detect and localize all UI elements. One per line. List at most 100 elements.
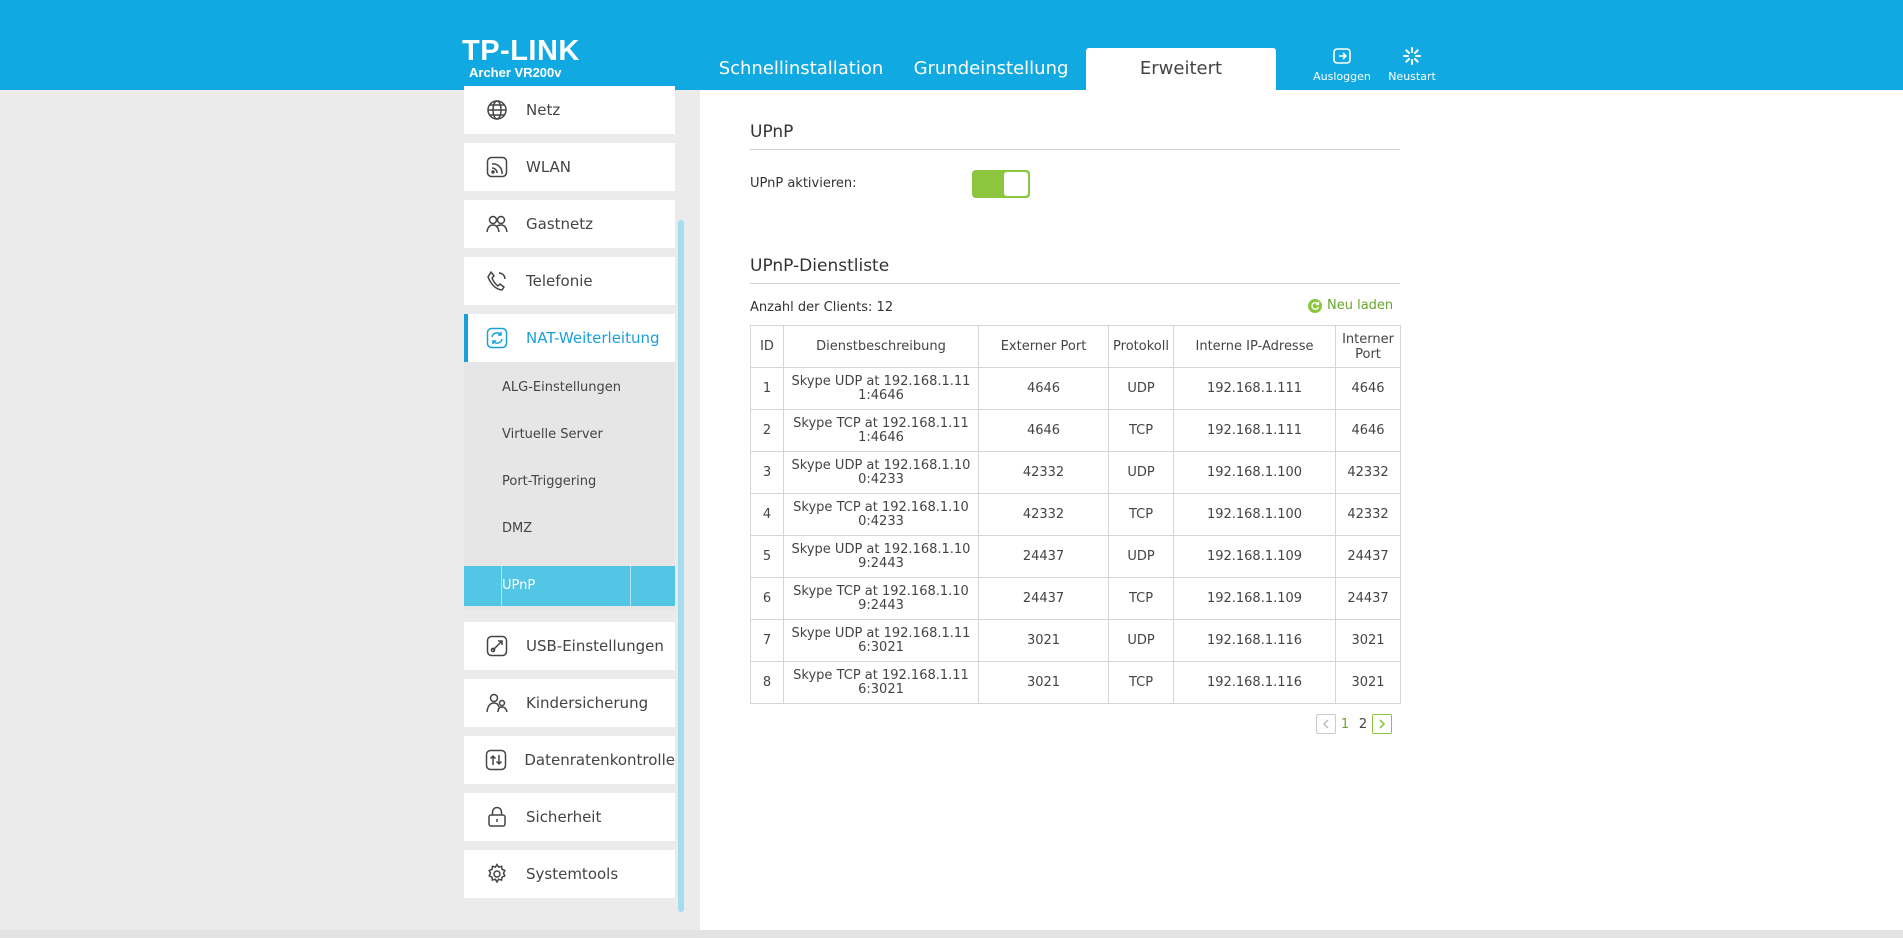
col-protocol: Protokoll	[1108, 325, 1174, 368]
cell-external-port: 24437	[978, 577, 1109, 620]
cell-internal-ip: 192.168.1.109	[1173, 577, 1336, 620]
subitem-virtuelle-server[interactable]: Virtuelle Server	[502, 427, 603, 442]
description-line-1: Skype UDP at 192.168.1.10	[791, 541, 971, 557]
cell-id: 6	[750, 577, 784, 620]
cell-id: 5	[750, 535, 784, 578]
description-line-2: 9:2443	[858, 597, 904, 613]
description-line-1: Skype UDP at 192.168.1.10	[791, 457, 971, 473]
refresh-icon	[1308, 298, 1322, 313]
brand-name: TP-LINK	[462, 35, 580, 67]
prev-page-button[interactable]	[1316, 714, 1336, 734]
table-row: 3 Skype UDP at 192.168.1.10 0:4233 42332 UDP…	[750, 451, 1401, 494]
model-name: Archer VR200v	[469, 65, 562, 80]
cell-internal-port: 3021	[1335, 619, 1401, 662]
sidebar-item-nat-weiterleitung[interactable]: NAT-Weiterleitung	[464, 314, 675, 362]
cell-id: 1	[750, 367, 784, 410]
sidebar-item-kindersicherung[interactable]: Kindersicherung	[464, 679, 675, 727]
cell-id: 8	[750, 661, 784, 704]
cell-id: 4	[750, 493, 784, 536]
restart-button[interactable]: Neustart	[1377, 46, 1447, 83]
subitem-upnp[interactable]: UPnP	[464, 566, 675, 606]
tab-erweitert[interactable]: Erweitert	[1086, 48, 1276, 90]
description-line-2: 9:2443	[858, 555, 904, 571]
sidebar-item-gastnetz[interactable]: Gastnetz	[464, 200, 675, 248]
toggle-knob	[1004, 172, 1028, 196]
cell-internal-ip: 192.168.1.111	[1173, 367, 1336, 410]
cell-protocol: TCP	[1108, 493, 1174, 536]
cell-external-port: 42332	[978, 451, 1109, 494]
cell-description: Skype UDP at 192.168.1.10 9:2443	[783, 535, 979, 578]
sidebar-item-systemtools[interactable]: Systemtools	[464, 850, 675, 898]
upnp-list-title: UPnP-Dienstliste	[750, 256, 890, 276]
subitem-alg-einstellungen[interactable]: ALG-Einstellungen	[502, 380, 622, 395]
sidebar-item-wlan[interactable]: WLAN	[464, 143, 675, 191]
cell-internal-port: 4646	[1335, 409, 1401, 452]
cell-description: Skype TCP at 192.168.1.11 1:4646	[783, 409, 979, 452]
upnp-toggle[interactable]	[972, 170, 1030, 198]
divider	[630, 566, 631, 606]
cell-description: Skype UDP at 192.168.1.11 6:3021	[783, 619, 979, 662]
sidebar-scrollbar[interactable]	[678, 220, 684, 912]
cell-internal-port: 24437	[1335, 577, 1401, 620]
upnp-service-table: ID Dienstbeschreibung Externer Port Prot…	[750, 325, 1401, 704]
sidebar-item-label: Datenratenkontrolle	[524, 751, 675, 769]
sidebar-item-netz[interactable]: Netz	[464, 86, 675, 134]
chevron-left-icon	[1322, 719, 1329, 729]
description-line-2: 6:3021	[858, 681, 904, 697]
page-2[interactable]: 2	[1358, 716, 1368, 732]
chevron-right-icon	[1379, 719, 1386, 729]
divider	[501, 566, 502, 606]
description-line-2: 0:4233	[858, 513, 904, 529]
upnp-section-title: UPnP	[750, 122, 794, 142]
cell-protocol: UDP	[1108, 367, 1174, 410]
cell-description: Skype TCP at 192.168.1.10 9:2443	[783, 577, 979, 620]
col-internal-port-line1: Interner	[1342, 331, 1394, 347]
cell-internal-ip: 192.168.1.111	[1173, 409, 1336, 452]
description-line-2: 1:4646	[858, 387, 904, 403]
nat-submenu: ALG-Einstellungen Virtuelle Server Port-…	[464, 362, 675, 610]
cell-internal-port: 42332	[1335, 451, 1401, 494]
logout-button[interactable]: Ausloggen	[1307, 46, 1377, 83]
tab-grundeinstellung[interactable]: Grundeinstellung	[913, 58, 1069, 79]
reload-button[interactable]: Neu laden	[1308, 298, 1393, 313]
col-description: Dienstbeschreibung	[783, 325, 979, 368]
sidebar-item-sicherheit[interactable]: Sicherheit	[464, 793, 675, 841]
cell-internal-port: 42332	[1335, 493, 1401, 536]
table-row: 1 Skype UDP at 192.168.1.11 1:4646 4646 UDP 1…	[750, 367, 1401, 410]
client-count: Anzahl der Clients: 12	[750, 300, 894, 315]
logout-label: Ausloggen	[1313, 70, 1371, 83]
divider	[750, 283, 1400, 284]
cell-external-port: 4646	[978, 367, 1109, 410]
cell-external-port: 4646	[978, 409, 1109, 452]
subitem-dmz[interactable]: DMZ	[502, 521, 533, 536]
sidebar-item-label: Kindersicherung	[526, 694, 649, 712]
sidebar-item-label: NAT-Weiterleitung	[526, 329, 660, 347]
cell-external-port: 42332	[978, 493, 1109, 536]
cell-protocol: TCP	[1108, 661, 1174, 704]
bottom-bar	[0, 930, 1903, 938]
pagination: 1 2	[1316, 714, 1392, 734]
sidebar-item-datenratenkontrolle[interactable]: Datenratenkontrolle	[464, 736, 675, 784]
wifi-icon	[484, 154, 510, 180]
table-row: 6 Skype TCP at 192.168.1.10 9:2443 24437 TCP…	[750, 577, 1401, 620]
cell-internal-port: 24437	[1335, 535, 1401, 578]
cell-id: 3	[750, 451, 784, 494]
page-1[interactable]: 1	[1340, 716, 1350, 732]
cell-description: Skype UDP at 192.168.1.11 1:4646	[783, 367, 979, 410]
sidebar-item-label: Sicherheit	[526, 808, 602, 826]
description-line-1: Skype TCP at 192.168.1.11	[793, 667, 969, 683]
tab-schnellinstallation[interactable]: Schnellinstallation	[718, 58, 884, 79]
cell-internal-ip: 192.168.1.100	[1173, 493, 1336, 536]
next-page-button[interactable]	[1372, 714, 1392, 734]
cell-internal-port: 3021	[1335, 661, 1401, 704]
main-content: UPnP UPnP aktivieren: UPnP-Dienstliste A…	[700, 90, 1903, 930]
cell-protocol: TCP	[1108, 409, 1174, 452]
tp-link-logo: TP-LINK Archer VR200v	[462, 36, 580, 80]
sidebar-item-usb-einstellungen[interactable]: USB-Einstellungen	[464, 622, 675, 670]
table-row: 8 Skype TCP at 192.168.1.11 6:3021 3021 TCP 1…	[750, 661, 1401, 704]
sidebar-item-telefonie[interactable]: Telefonie	[464, 257, 675, 305]
reload-label: Neu laden	[1327, 298, 1394, 313]
description-line-1: Skype UDP at 192.168.1.11	[791, 373, 971, 389]
cell-description: Skype TCP at 192.168.1.11 6:3021	[783, 661, 979, 704]
subitem-port-triggering[interactable]: Port-Triggering	[502, 474, 597, 489]
